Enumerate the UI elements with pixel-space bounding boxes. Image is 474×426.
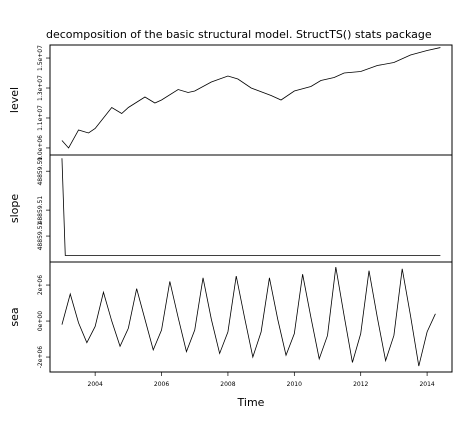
panel-frame [49,154,453,263]
y-axis-label: sea [8,307,21,326]
line [61,158,441,256]
y-tick-label: 0e+00 [37,311,44,331]
x-tick-label: 2004 [88,381,103,388]
x-tick-label: 2012 [353,381,368,388]
y-tick-label: 1.3e+07 [37,75,44,101]
y-tick-label: 1.5e+07 [37,45,44,71]
y-axis-label: slope [8,194,21,223]
y-tick-label: 9.0e+06 [37,135,44,161]
x-tick-label: 2010 [287,381,302,388]
line [61,266,436,367]
y-tick-label: 48859.51 [37,222,44,251]
panel-frame [49,261,453,373]
y-tick-label: -2e+06 [37,346,44,369]
chart-title: decomposition of the basic structural mo… [46,28,432,41]
x-tick-label: 2008 [220,381,235,388]
panel-frame [49,44,453,156]
y-tick-label: 1.1e+07 [37,105,44,131]
x-tick-label: 2014 [419,381,434,388]
y-axis-label: level [8,87,21,113]
y-tick-label: 2e+06 [37,275,44,295]
y-tick-label: 48859.51 [37,157,44,186]
line [61,47,441,149]
x-tick-label: 2006 [154,381,169,388]
y-tick-label: 48859.51 [37,196,44,225]
x-axis-label: Time [237,396,265,409]
